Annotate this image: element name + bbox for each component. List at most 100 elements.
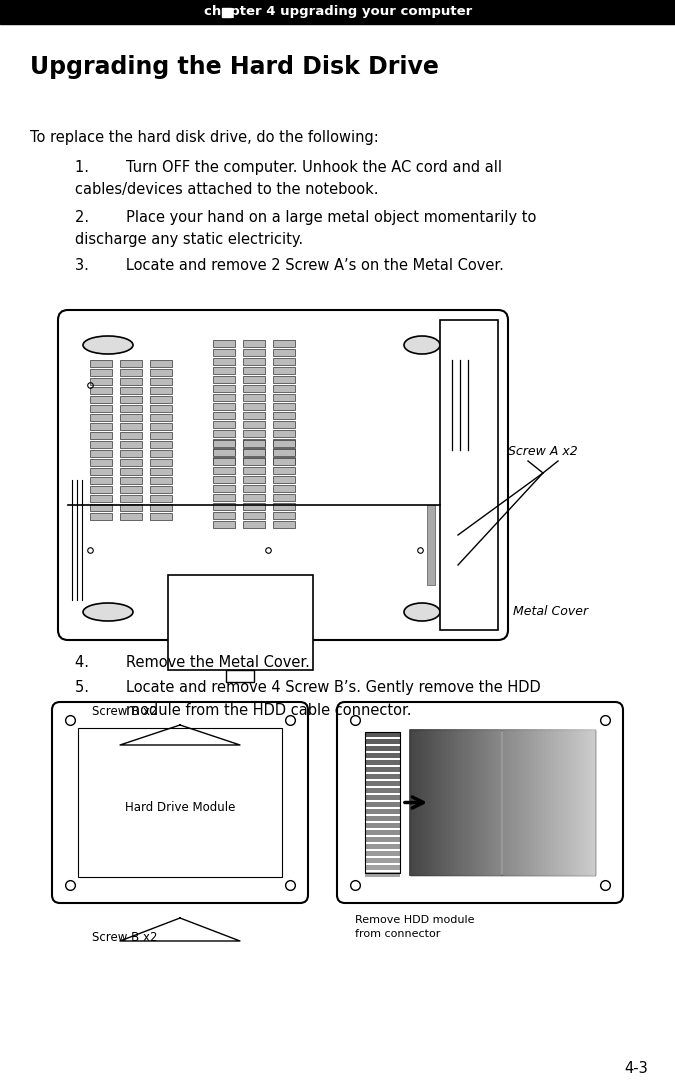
Ellipse shape: [404, 603, 440, 621]
Bar: [273, 512, 295, 519]
Bar: [90, 424, 112, 430]
Bar: [273, 367, 295, 374]
Bar: [365, 816, 400, 821]
Text: Metal Cover: Metal Cover: [513, 605, 588, 618]
Bar: [120, 387, 142, 394]
Bar: [120, 359, 142, 367]
Bar: [90, 432, 112, 439]
Bar: [410, 730, 595, 875]
Ellipse shape: [83, 603, 133, 621]
Bar: [365, 809, 400, 814]
Bar: [150, 396, 172, 403]
Bar: [273, 430, 295, 437]
Bar: [150, 487, 172, 493]
Text: Screw B x2: Screw B x2: [92, 705, 157, 718]
Bar: [213, 367, 235, 374]
Bar: [150, 414, 172, 421]
Bar: [365, 851, 400, 856]
Bar: [243, 512, 265, 519]
Text: 4.        Remove the Metal Cover.: 4. Remove the Metal Cover.: [75, 655, 310, 670]
Bar: [365, 837, 400, 842]
Text: discharge any static electricity.: discharge any static electricity.: [75, 232, 303, 247]
Bar: [150, 432, 172, 439]
Bar: [120, 414, 142, 421]
Bar: [150, 405, 172, 412]
Bar: [226, 670, 254, 682]
Bar: [213, 376, 235, 383]
Bar: [150, 459, 172, 466]
Bar: [120, 504, 142, 512]
Bar: [365, 795, 400, 800]
Text: 2.        Place your hand on a large metal object momentarily to: 2. Place your hand on a large metal obje…: [75, 210, 537, 225]
Bar: [90, 477, 112, 484]
Bar: [243, 367, 265, 374]
Bar: [120, 378, 142, 386]
Bar: [90, 405, 112, 412]
Bar: [213, 449, 235, 456]
Bar: [243, 376, 265, 383]
Bar: [243, 386, 265, 392]
Bar: [273, 449, 295, 456]
Bar: [444, 513, 494, 593]
Bar: [213, 358, 235, 365]
Bar: [243, 412, 265, 419]
Bar: [243, 340, 265, 348]
Bar: [213, 458, 235, 465]
Bar: [365, 746, 400, 752]
Bar: [365, 801, 400, 807]
Bar: [150, 513, 172, 520]
Bar: [273, 386, 295, 392]
Bar: [427, 505, 435, 585]
Bar: [273, 503, 295, 510]
FancyBboxPatch shape: [58, 310, 508, 640]
Bar: [90, 369, 112, 376]
Bar: [120, 396, 142, 403]
Bar: [273, 421, 295, 428]
Bar: [273, 458, 295, 465]
Bar: [120, 441, 142, 449]
Bar: [213, 485, 235, 492]
Circle shape: [444, 529, 456, 541]
Bar: [78, 728, 282, 877]
Bar: [365, 844, 400, 849]
Bar: [273, 521, 295, 528]
Bar: [150, 378, 172, 386]
Bar: [150, 387, 172, 394]
Bar: [365, 738, 400, 744]
Bar: [365, 858, 400, 863]
Bar: [120, 369, 142, 376]
Bar: [243, 458, 265, 465]
Bar: [150, 441, 172, 449]
Bar: [90, 513, 112, 520]
Bar: [120, 424, 142, 430]
Bar: [213, 340, 235, 348]
Bar: [0, 0, 675, 24]
Bar: [273, 457, 295, 464]
Text: 4-3: 4-3: [624, 1061, 648, 1076]
Bar: [90, 468, 112, 475]
Text: Screw A x2: Screw A x2: [508, 445, 578, 458]
Bar: [150, 424, 172, 430]
FancyBboxPatch shape: [52, 702, 308, 902]
Bar: [120, 432, 142, 439]
Bar: [243, 430, 265, 437]
Ellipse shape: [404, 336, 440, 354]
Bar: [365, 866, 400, 870]
Bar: [273, 449, 295, 455]
Bar: [150, 450, 172, 457]
Bar: [243, 358, 265, 365]
Bar: [243, 476, 265, 483]
Bar: [120, 450, 142, 457]
Bar: [213, 503, 235, 510]
Bar: [90, 359, 112, 367]
Bar: [150, 495, 172, 502]
Bar: [365, 830, 400, 835]
Bar: [243, 439, 265, 446]
Bar: [150, 468, 172, 475]
Text: 3.        Locate and remove 2 Screw A’s on the Metal Cover.: 3. Locate and remove 2 Screw A’s on the …: [75, 258, 504, 273]
Bar: [365, 767, 400, 772]
Bar: [243, 403, 265, 411]
Bar: [365, 872, 400, 877]
Bar: [273, 439, 295, 446]
Bar: [365, 753, 400, 758]
